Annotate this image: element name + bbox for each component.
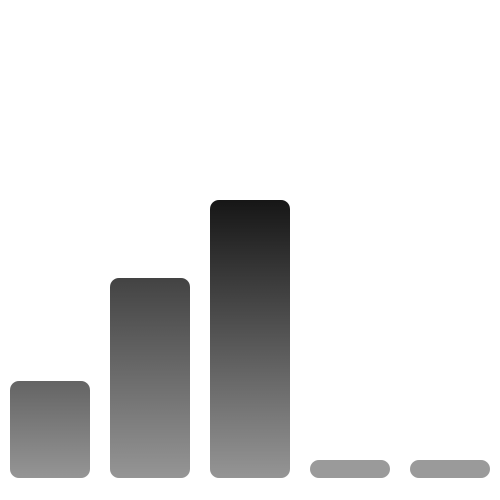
- signal-bar-active-3: [210, 200, 290, 478]
- signal-bar-inactive-5: [410, 460, 490, 478]
- bars-group: [10, 200, 490, 478]
- signal-bar-active-1: [10, 381, 90, 478]
- signal-bar-inactive-4: [310, 460, 390, 478]
- signal-bar-active-2: [110, 278, 190, 478]
